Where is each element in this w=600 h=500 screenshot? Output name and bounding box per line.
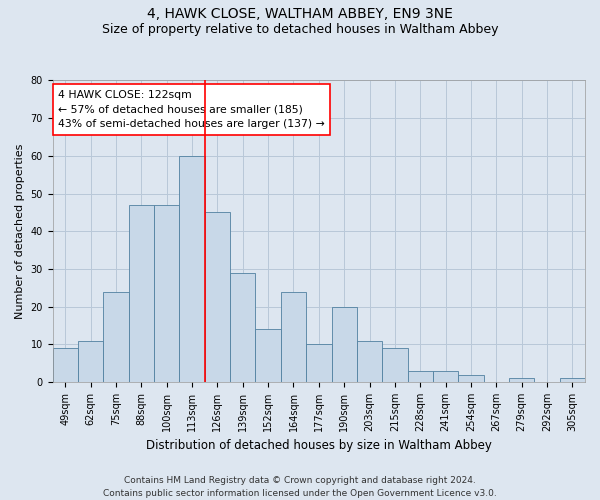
Bar — [129, 205, 154, 382]
Bar — [78, 340, 103, 382]
Bar — [281, 292, 306, 382]
Bar — [256, 330, 281, 382]
Bar — [53, 348, 78, 382]
Bar — [458, 374, 484, 382]
Bar — [509, 378, 535, 382]
Text: Contains HM Land Registry data © Crown copyright and database right 2024.
Contai: Contains HM Land Registry data © Crown c… — [103, 476, 497, 498]
Bar — [433, 371, 458, 382]
Text: Size of property relative to detached houses in Waltham Abbey: Size of property relative to detached ho… — [102, 22, 498, 36]
Bar — [332, 306, 357, 382]
Bar — [230, 273, 256, 382]
Bar — [179, 156, 205, 382]
Bar — [103, 292, 129, 382]
Bar — [382, 348, 407, 382]
Bar — [560, 378, 585, 382]
Bar — [205, 212, 230, 382]
Text: 4, HAWK CLOSE, WALTHAM ABBEY, EN9 3NE: 4, HAWK CLOSE, WALTHAM ABBEY, EN9 3NE — [147, 8, 453, 22]
Bar — [154, 205, 179, 382]
Bar — [357, 340, 382, 382]
Y-axis label: Number of detached properties: Number of detached properties — [15, 144, 25, 319]
Bar — [306, 344, 332, 382]
Bar — [407, 371, 433, 382]
X-axis label: Distribution of detached houses by size in Waltham Abbey: Distribution of detached houses by size … — [146, 440, 492, 452]
Text: 4 HAWK CLOSE: 122sqm
← 57% of detached houses are smaller (185)
43% of semi-deta: 4 HAWK CLOSE: 122sqm ← 57% of detached h… — [58, 90, 325, 129]
